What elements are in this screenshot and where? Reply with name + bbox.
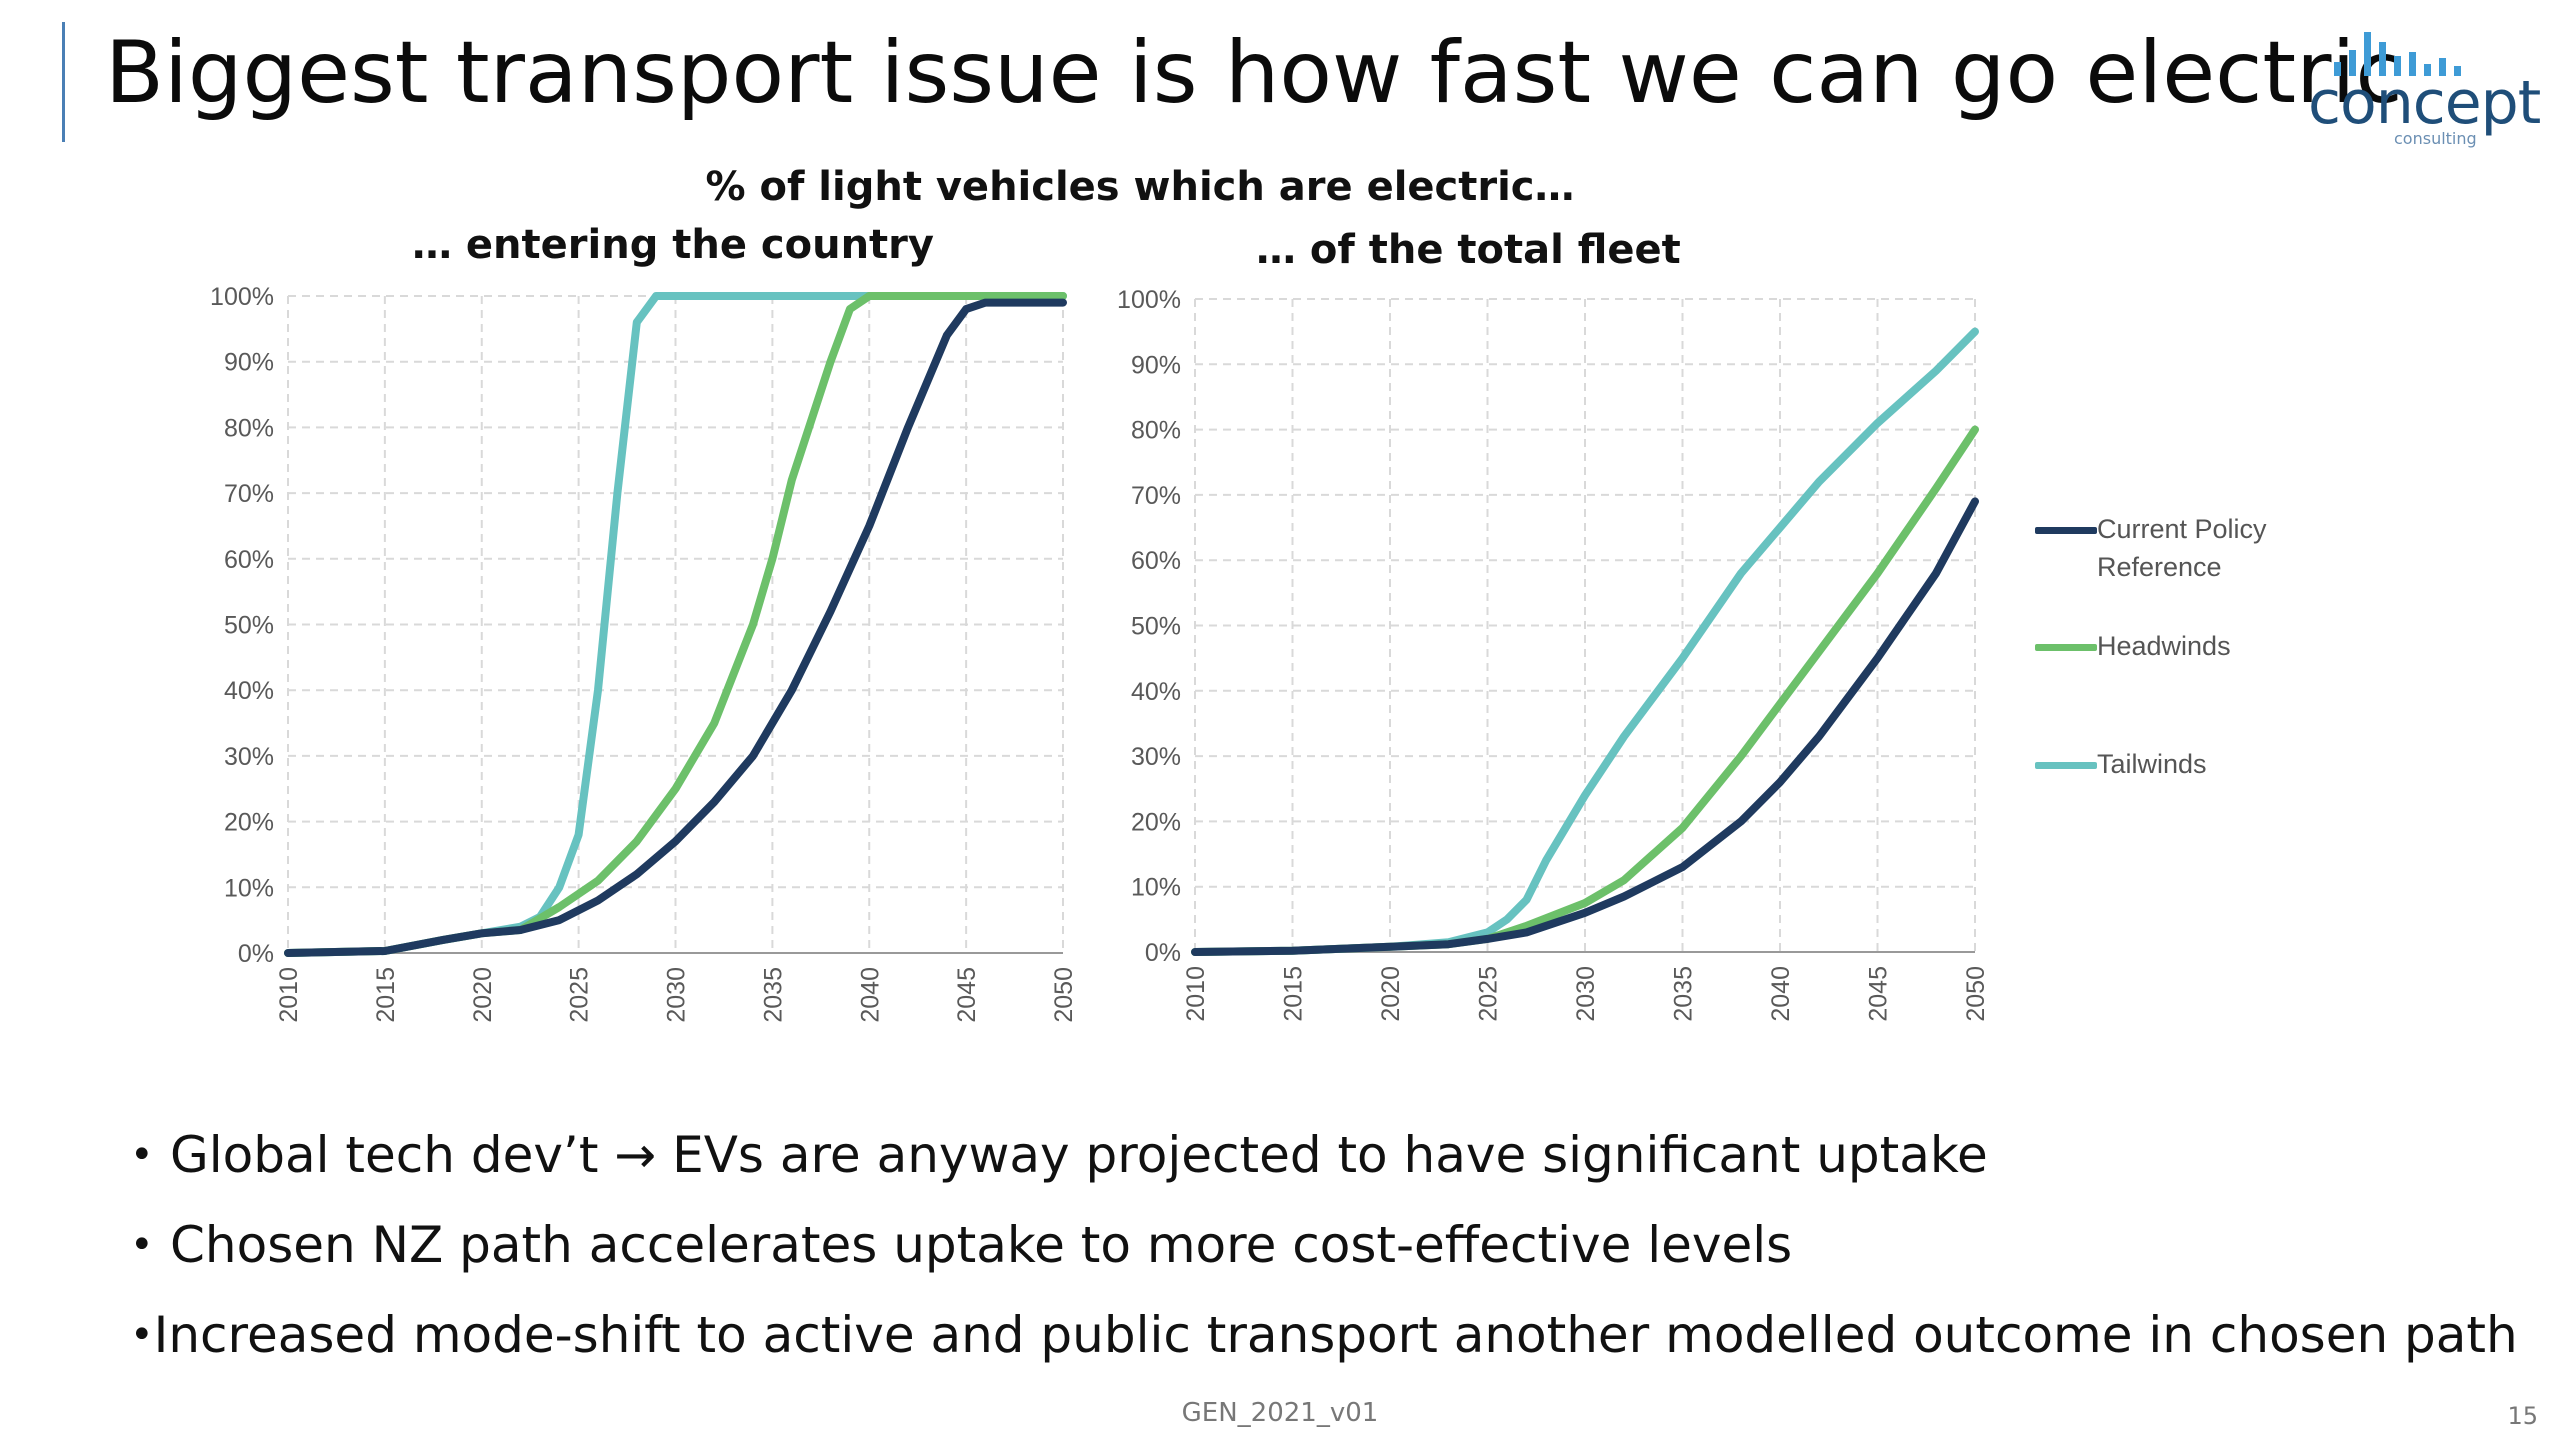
logo-wordmark: concept <box>2308 68 2541 138</box>
y-tick-label: 30% <box>224 743 274 771</box>
x-tick-label: 2035 <box>1670 966 1698 1022</box>
legend-label: Tailwinds <box>2097 749 2207 779</box>
y-tick-label: 100% <box>210 283 274 311</box>
y-tick-label: 70% <box>1131 482 1181 510</box>
x-tick-label: 2030 <box>663 967 691 1023</box>
y-tick-label: 10% <box>224 874 274 902</box>
chart-total-fleet: 0% 10% 20% 30% 40% 50% 60% 70% 80% 90% 100% 2010 201… <box>1117 286 1990 1022</box>
x-tick-label: 2020 <box>469 967 497 1023</box>
legend-swatch <box>2035 527 2097 534</box>
chart-entering-country: 0% 10% 20% 30% 40% 50% 60% 70% 80% 90% 100% 2010 201… <box>210 283 1078 1023</box>
y-tick-label: 70% <box>224 480 274 508</box>
bullet-list: • Global tech dev’t → EVs are anyway pro… <box>130 1110 2518 1380</box>
x-tick-label: 2010 <box>275 967 303 1023</box>
bullet-item: • Global tech dev’t → EVs are anyway pro… <box>130 1110 2510 1200</box>
title-accent-bar <box>62 22 65 142</box>
bullet-dot: • <box>130 1132 154 1178</box>
logo-subtitle: consulting <box>2394 129 2477 148</box>
x-tick-label: 2040 <box>856 967 884 1023</box>
bullet-text: Global tech dev’t → EVs are anyway proje… <box>170 1126 1988 1184</box>
x-tick-label: 2050 <box>1962 966 1990 1022</box>
x-tick-label: 2035 <box>759 967 787 1023</box>
right-chart-title: … of the total fleet <box>1256 227 1681 273</box>
bullet-dot: • <box>130 1312 154 1358</box>
y-tick-label: 50% <box>224 612 274 640</box>
x-tick-label: 2030 <box>1572 966 1600 1022</box>
y-tick-label: 40% <box>1131 678 1181 706</box>
y-tick-label: 60% <box>224 546 274 574</box>
x-tick-label: 2045 <box>953 967 981 1023</box>
left-chart-title: … entering the country <box>412 222 934 268</box>
legend-item-headwinds: Headwinds <box>2035 627 2317 665</box>
legend-label: Headwinds <box>2097 631 2231 661</box>
y-tick-label: 90% <box>1131 351 1181 379</box>
page-number: 15 <box>2507 1402 2538 1430</box>
x-tick-label: 2015 <box>1280 966 1308 1022</box>
y-tick-label: 100% <box>1117 286 1181 314</box>
y-tick-label: 90% <box>224 349 274 377</box>
legend-swatch <box>2035 644 2097 651</box>
x-tick-label: 2050 <box>1050 967 1078 1023</box>
footer-code: GEN_2021_v01 <box>1181 1398 1379 1428</box>
y-tick-label: 80% <box>224 414 274 442</box>
x-tick-label: 2025 <box>1475 966 1503 1022</box>
y-tick-label: 10% <box>1131 874 1181 902</box>
bullet-dot: • <box>130 1222 154 1268</box>
y-tick-label: 60% <box>1131 547 1181 575</box>
y-tick-label: 20% <box>1131 808 1181 836</box>
y-tick-label: 0% <box>1145 939 1181 967</box>
y-tick-label: 30% <box>1131 743 1181 771</box>
bullet-item: • Increased mode-shift to active and pub… <box>130 1290 2518 1380</box>
concept-consulting-logo: concept consulting <box>2300 22 2541 152</box>
bullet-item: • Chosen NZ path accelerates uptake to m… <box>130 1200 2510 1290</box>
y-tick-label: 0% <box>238 940 274 968</box>
x-tick-label: 2040 <box>1767 966 1795 1022</box>
legend-swatch <box>2035 762 2097 769</box>
x-tick-label: 2045 <box>1865 966 1893 1022</box>
y-tick-label: 50% <box>1131 613 1181 641</box>
y-tick-label: 40% <box>224 677 274 705</box>
bullet-text: Increased mode-shift to active and publi… <box>153 1306 2518 1364</box>
x-tick-label: 2020 <box>1377 966 1405 1022</box>
legend-item-current-policy: Current Policy Reference <box>2035 510 2317 586</box>
x-tick-label: 2025 <box>566 967 594 1023</box>
series-line-current-policy-reference <box>1191 497 1979 956</box>
bullet-text: Chosen NZ path accelerates uptake to mor… <box>170 1216 1793 1274</box>
x-tick-label: 2010 <box>1182 966 1210 1022</box>
chart-heading: % of light vehicles which are electric… <box>705 164 1575 210</box>
logo-bars-icon <box>2334 32 2461 76</box>
legend-item-tailwinds: Tailwinds <box>2035 745 2317 783</box>
x-tick-label: 2015 <box>372 967 400 1023</box>
page-title: Biggest transport issue is how fast we c… <box>105 23 2403 123</box>
series-line-current-policy-reference <box>284 298 1067 957</box>
legend-label: Current Policy Reference <box>2097 514 2267 582</box>
y-tick-label: 20% <box>224 809 274 837</box>
y-tick-label: 80% <box>1131 417 1181 445</box>
